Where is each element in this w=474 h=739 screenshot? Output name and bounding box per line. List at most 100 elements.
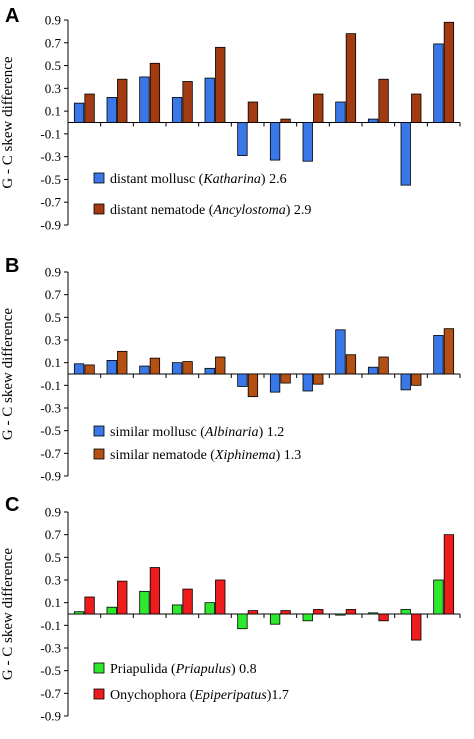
bar-distant-mollusc: [139, 76, 150, 123]
bar-similar-nematode: [215, 356, 226, 375]
legend-swatch: [93, 688, 105, 700]
chart-panel-b: B G - C skew difference 0.9 0.7 0.5 0.3 0.1 -0.…: [0, 255, 461, 484]
bar-distant-nematode: [411, 93, 422, 123]
bar-priapulida: [433, 579, 444, 615]
bar-similar-mollusc: [335, 329, 346, 375]
bar-onychophora: [84, 596, 95, 615]
bar-distant-mollusc: [400, 122, 411, 186]
y-tick-label: 0.9: [45, 505, 61, 520]
y-tick-label: 0.5: [45, 310, 61, 325]
bar-priapulida: [237, 613, 248, 630]
bar-similar-nematode: [247, 373, 259, 398]
bar-onychophora: [280, 610, 291, 615]
y-tick-label: 0.7: [45, 35, 62, 50]
bar-similar-mollusc: [302, 373, 313, 392]
legend-entry: similar mollusc (Albinaria) 1.2: [110, 425, 284, 440]
bar-onychophora: [182, 588, 193, 615]
bar-distant-nematode: [182, 81, 193, 123]
bar-similar-nematode: [443, 328, 455, 375]
y-tick-label: -0.1: [40, 618, 61, 633]
bar-onychophora: [215, 579, 226, 615]
y-tick-label: 0.9: [45, 265, 61, 280]
y-axis-label: G - C skew difference: [0, 56, 16, 189]
bar-distant-mollusc: [433, 43, 444, 123]
bar-distant-nematode: [247, 101, 259, 123]
bar-similar-nematode: [280, 373, 291, 384]
bar-distant-nematode: [84, 93, 95, 123]
bar-priapulida: [302, 613, 313, 622]
bar-similar-mollusc: [269, 373, 281, 393]
bar-similar-nematode: [84, 364, 95, 375]
bar-similar-nematode: [149, 357, 161, 375]
bar-similar-mollusc: [237, 373, 248, 387]
bar-distant-nematode: [443, 21, 455, 123]
bar-similar-mollusc: [204, 367, 215, 375]
y-tick-label: -0.9: [40, 469, 61, 484]
bar-priapulida: [73, 611, 85, 615]
bar-onychophora: [411, 613, 422, 641]
panel-label: B: [5, 255, 19, 277]
bar-distant-mollusc: [335, 101, 346, 123]
bar-priapulida: [400, 609, 411, 615]
chart-panel-a: A G - C skew difference 0.9 0.7 0.5 0.3 0.1 -0.…: [0, 5, 461, 233]
legend-swatch: [93, 425, 105, 437]
legend-entry: distant nematode (Ancylostoma) 2.9: [110, 203, 311, 218]
y-tick-label: -0.3: [40, 641, 61, 656]
bar-distant-nematode: [149, 62, 161, 123]
y-tick-label: 0.1: [45, 595, 61, 610]
bar-similar-nematode: [182, 361, 193, 375]
y-tick-label: -0.1: [40, 378, 61, 393]
bar-onychophora: [345, 609, 357, 615]
bar-similar-nematode: [117, 350, 128, 375]
y-tick-label: -0.3: [40, 149, 61, 164]
y-tick-label: -0.9: [40, 218, 61, 233]
bar-distant-nematode: [378, 78, 389, 123]
y-axis-label: G - C skew difference: [0, 548, 16, 681]
y-tick-label: -0.7: [40, 686, 61, 701]
bar-similar-mollusc: [400, 373, 411, 391]
y-tick-label: 0.3: [45, 81, 61, 96]
bar-priapulida: [171, 604, 183, 615]
bar-onychophora: [313, 609, 324, 615]
y-tick-label: 0.1: [45, 355, 61, 370]
bar-onychophora: [149, 567, 161, 615]
legend-swatch: [93, 662, 105, 674]
y-tick-label: 0.5: [45, 58, 61, 73]
legend-entry: Onychophora (Epiperipatus)1.7: [110, 688, 289, 703]
legend-entry: similar nematode (Xiphinema) 1.3: [110, 448, 301, 463]
y-tick-label: -0.5: [40, 663, 61, 678]
bar-distant-mollusc: [302, 122, 313, 162]
y-tick-label: 0.7: [45, 287, 62, 302]
y-tick-label: 0.3: [45, 573, 61, 588]
bar-similar-mollusc: [73, 363, 85, 375]
bar-similar-nematode: [411, 373, 422, 386]
chart-panel-c: C G - C skew difference 0.9 0.7 0.5 0.3 0.1 -0.…: [0, 494, 461, 724]
bar-onychophora: [378, 613, 389, 622]
bar-onychophora: [247, 610, 259, 615]
legend-swatch: [93, 172, 105, 184]
bar-similar-mollusc: [433, 335, 444, 375]
y-tick-label: 0.9: [45, 13, 61, 28]
panel-label: A: [5, 5, 19, 27]
bar-distant-nematode: [313, 93, 324, 123]
y-tick-label: 0.1: [45, 104, 61, 119]
legend-swatch: [93, 448, 105, 460]
bar-distant-mollusc: [367, 118, 379, 123]
bar-priapulida: [204, 602, 215, 615]
bar-distant-mollusc: [237, 122, 248, 156]
bar-similar-nematode: [378, 356, 389, 375]
bar-similar-nematode: [345, 354, 357, 375]
bar-priapulida: [106, 606, 117, 615]
bar-distant-nematode: [215, 46, 226, 123]
y-axis-label: G - C skew difference: [0, 308, 16, 441]
y-tick-label: 0.3: [45, 333, 61, 348]
bar-priapulida: [139, 590, 150, 615]
bar-onychophora: [443, 534, 455, 615]
bar-onychophora: [117, 580, 128, 615]
bar-distant-mollusc: [204, 77, 215, 123]
y-tick-label: -0.1: [40, 126, 61, 141]
bar-distant-nematode: [280, 118, 291, 123]
bar-distant-mollusc: [269, 122, 281, 161]
bar-distant-mollusc: [106, 97, 117, 123]
y-tick-label: 0.7: [45, 527, 62, 542]
